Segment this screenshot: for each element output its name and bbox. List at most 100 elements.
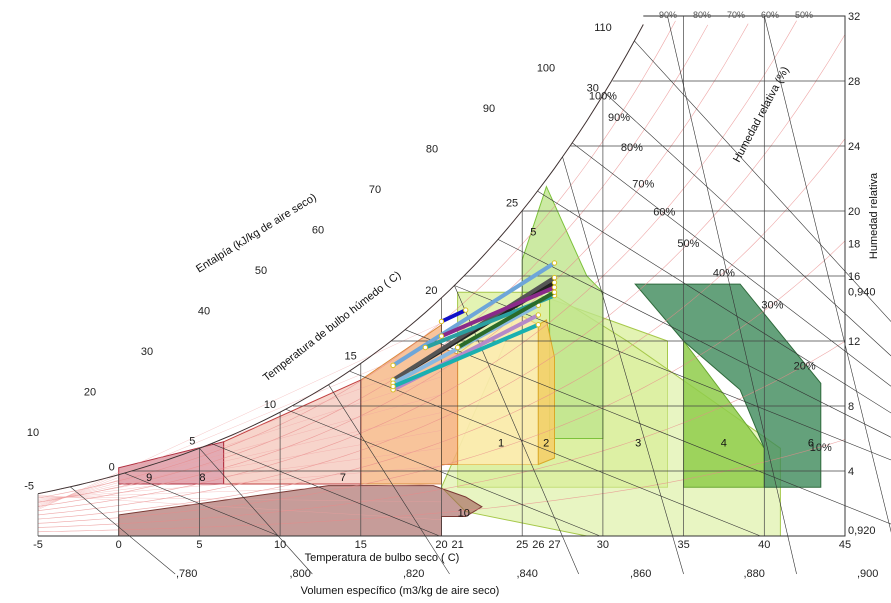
volume-line: [454, 285, 579, 575]
volume-axis-title: Volumen específico (m3/kg de aire seco): [301, 585, 500, 597]
x-tick-label: -5: [33, 539, 43, 551]
enthalpy-line: [572, 142, 891, 387]
y-tick-label: 32: [848, 11, 860, 23]
enthalpy-line: [537, 190, 891, 414]
rh-fan-line: [37, 465, 442, 500]
zone-label: 1: [498, 438, 504, 450]
volume-line: [764, 15, 891, 533]
process-point-start: [438, 333, 445, 339]
zone-label: 8: [199, 472, 205, 484]
volume-line: [328, 384, 450, 575]
process-line: [455, 290, 557, 350]
enthalpy-line: [497, 239, 891, 438]
x-tick-label: 15: [355, 539, 367, 551]
enthalpy-line: [454, 285, 891, 461]
wetbulb-tick: -5: [24, 481, 34, 493]
rh-curve-label: 60%: [653, 207, 675, 219]
enthalpy-tick: 10: [27, 427, 39, 439]
process-line: [439, 285, 557, 339]
rh-curve-label: 10%: [810, 442, 832, 454]
volume-right-tick: 0,920: [848, 525, 876, 537]
zone-label: 2: [543, 438, 549, 450]
rh-curve: [37, 20, 797, 511]
rh-curve-label: 100%: [589, 90, 617, 102]
process-point-end: [551, 289, 558, 295]
y-tick-label: 20: [848, 206, 860, 218]
rh-top-label: 60%: [761, 10, 779, 20]
x-tick-label: 5: [196, 539, 202, 551]
rh-fan-line: [37, 376, 442, 507]
rh-top-label: 90%: [659, 10, 677, 20]
process-line: [439, 308, 468, 324]
y-tick-label: 4: [848, 466, 854, 478]
volume-tick: ,840: [517, 568, 538, 580]
rh-curve: [37, 24, 709, 503]
volume-line: [70, 486, 176, 575]
process-point-start: [422, 344, 429, 351]
rh-fan-line: [37, 448, 442, 501]
rh-fan-line: [37, 495, 442, 520]
enthalpy-tick: 90: [483, 103, 495, 115]
zone-label: 10: [458, 508, 470, 520]
wetbulb-tick: 5: [189, 435, 195, 447]
right-axis-title: Humedad relativa: [868, 172, 880, 259]
rh-curve-label: 20%: [794, 360, 816, 372]
enthalpy-line: [405, 329, 891, 525]
wetbulb-tick: 0: [109, 462, 115, 474]
x-tick-label: 40: [758, 539, 770, 551]
zone-label: 5: [530, 226, 536, 238]
volume-tick: ,780: [176, 568, 197, 580]
rh-fan-line: [37, 496, 442, 503]
enthalpy-line: [124, 472, 280, 537]
y-tick-label: 24: [848, 141, 860, 153]
enthalpy-line: [211, 443, 440, 537]
rh-curve-label: 40%: [713, 267, 735, 279]
volume-line: [199, 448, 313, 575]
y-tick-label: 16: [848, 271, 860, 283]
wetbulb-tick: 25: [506, 198, 518, 210]
enthalpy-line: [285, 408, 601, 537]
enthalpy-tick: 80: [426, 144, 438, 156]
rh-top-label: 50%: [795, 10, 813, 20]
x-axis-title: Temperatura de bulbo seco ( C): [305, 552, 460, 564]
chart-frame: [38, 15, 846, 537]
enthalpy-tick: 70: [369, 184, 381, 196]
zone-7: [360, 323, 442, 485]
enthalpy-line: [349, 370, 761, 537]
rh-fan-line: [37, 340, 442, 509]
wetbulb-tick: 15: [345, 350, 357, 362]
rh-fan-line: [37, 430, 442, 503]
y-tick-label: 28: [848, 76, 860, 88]
rh-curve-label: 70%: [632, 178, 654, 190]
process-point-end: [535, 322, 542, 328]
x-tick-label: 26: [532, 539, 544, 551]
zone-label: 9: [146, 472, 152, 484]
enthalpy-tick: 60: [312, 225, 324, 237]
y-tick-label: 18: [848, 239, 860, 251]
x-tick-label: 35: [677, 539, 689, 551]
process-point-start: [454, 344, 461, 351]
volume-right-tick: 0,940: [848, 286, 876, 298]
zone-label: 6: [808, 438, 814, 450]
zone-label: 3: [635, 438, 641, 450]
process-point-end: [535, 312, 542, 318]
volume-tick: ,900: [857, 568, 878, 580]
rh-top-label: 80%: [693, 10, 711, 20]
volume-tick: ,820: [403, 568, 424, 580]
rh-fan-line: [37, 394, 442, 505]
volume-line: [667, 15, 797, 575]
x-tick-label: 25: [516, 539, 528, 551]
enthalpy-line: [604, 92, 891, 357]
enthalpy-tick: 50: [255, 265, 267, 277]
process-line: [391, 261, 557, 368]
zone-label: 4: [721, 438, 727, 450]
process-point-end: [551, 274, 558, 281]
saturation-curve: [37, 24, 644, 495]
enthalpy-line: [634, 40, 891, 322]
x-tick-label: 27: [548, 539, 560, 551]
x-tick-label: 45: [839, 539, 851, 551]
process-point-start: [390, 362, 396, 369]
volume-tick: ,860: [630, 568, 651, 580]
rh-curve-label: 30%: [761, 299, 783, 311]
